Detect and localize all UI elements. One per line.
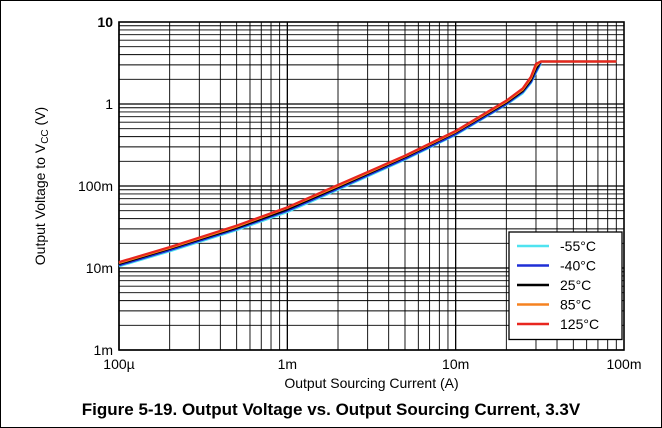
figure-caption: Figure 5-19. Output Voltage vs. Output S… [81, 400, 581, 419]
x-tick-label: 1m [278, 356, 297, 372]
series-line-5 [118, 60, 617, 264]
y-tick-label: 10 [97, 14, 113, 30]
y-axis-title: Output Voltage to VCC (V) [32, 107, 51, 265]
legend-label: 25°C [560, 277, 591, 293]
x-tick-label: 100m [606, 356, 641, 372]
plot-border [118, 21, 625, 351]
x-tick-label: 10m [442, 356, 469, 372]
legend-label: -40°C [560, 258, 596, 274]
y-tick-label: 100m [78, 178, 113, 194]
legend-label: 85°C [560, 297, 591, 313]
legend-label: 125°C [560, 316, 599, 332]
x-axis-title: Output Sourcing Current (A) [284, 375, 458, 391]
x-tick-label: 100µ [103, 356, 134, 372]
y-tick-label: 1m [94, 342, 113, 358]
legend-label: -55°C [560, 238, 596, 254]
y-tick-label: 10m [86, 260, 113, 276]
y-tick-label: 1 [105, 96, 113, 112]
